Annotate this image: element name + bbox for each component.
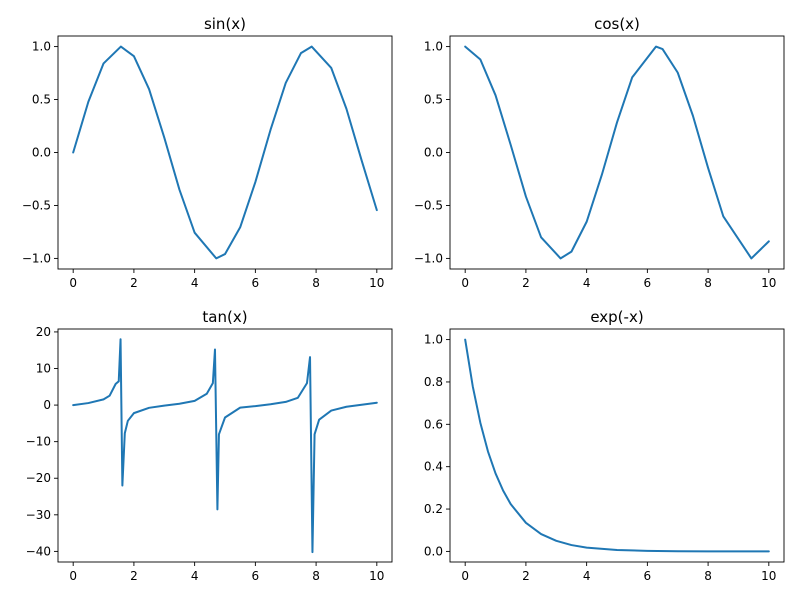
y-tick-label: 0.8 [424, 375, 443, 389]
axes-frame-cos [449, 35, 785, 270]
series-line-exp [464, 338, 770, 553]
y-tick-label: −1.0 [414, 251, 443, 265]
x-tick-label: 6 [644, 569, 652, 583]
y-tick-label: −10 [26, 435, 51, 449]
y-tick-label: 1.0 [32, 40, 51, 54]
y-tick-label: 0.5 [424, 93, 443, 107]
series-line-cos [464, 45, 770, 260]
x-tick-label: 6 [644, 276, 652, 290]
axes-frame-exp [449, 328, 785, 563]
x-tick-label: 2 [522, 276, 530, 290]
x-tick-label: 8 [704, 276, 712, 290]
chart-title-cos: cos(x) [594, 15, 640, 33]
chart-title-sin: sin(x) [204, 15, 246, 33]
x-tick-label: 0 [69, 569, 77, 583]
y-tick-label: −0.5 [22, 198, 51, 212]
y-tick-label: 0.0 [32, 146, 51, 160]
series-line-tan [72, 338, 378, 554]
axes-frame-sin [57, 35, 393, 270]
y-tick-label: −1.0 [22, 251, 51, 265]
y-tick-label: 10 [36, 362, 51, 376]
y-tick-label: 20 [36, 325, 51, 339]
x-tick-label: 2 [522, 569, 530, 583]
x-tick-label: 8 [704, 569, 712, 583]
series-line-sin [72, 45, 378, 260]
x-tick-label: 0 [461, 569, 469, 583]
y-tick-label: 0 [43, 398, 51, 412]
x-tick-label: 4 [191, 276, 199, 290]
x-tick-label: 10 [369, 569, 384, 583]
chart-title-exp: exp(-x) [590, 308, 643, 326]
x-tick-label: 4 [583, 276, 591, 290]
panel-exp: exp(-x) 0 2 4 6 8 10 0.0 0.2 0.4 0.6 0.8 1.0 [424, 308, 785, 583]
x-tick-label: 2 [130, 276, 138, 290]
y-tick-label: 0.0 [424, 544, 443, 558]
x-tick-label: 6 [252, 569, 260, 583]
panel-sin: sin(x) 0 2 4 6 8 10 −1.0 −0.5 0.0 0.5 1.0 [22, 15, 393, 290]
y-tick-label: −40 [26, 544, 51, 558]
y-tick-label: −0.5 [414, 198, 443, 212]
x-tick-label: 10 [369, 276, 384, 290]
y-tick-label: 1.0 [424, 40, 443, 54]
x-tick-label: 4 [191, 569, 199, 583]
x-tick-label: 10 [761, 276, 776, 290]
x-tick-label: 2 [130, 569, 138, 583]
y-tick-label: 0.0 [424, 146, 443, 160]
y-tick-label: 0.4 [424, 460, 443, 474]
y-tick-label: 0.5 [32, 93, 51, 107]
axes-frame-tan [57, 328, 393, 563]
y-tick-label: −30 [26, 508, 51, 522]
x-tick-label: 6 [252, 276, 260, 290]
y-tick-label: 1.0 [424, 333, 443, 347]
y-tick-label: −20 [26, 471, 51, 485]
x-tick-label: 8 [312, 276, 320, 290]
x-tick-label: 0 [69, 276, 77, 290]
x-tick-label: 4 [583, 569, 591, 583]
panel-cos: cos(x) 0 2 4 6 8 10 −1.0 −0.5 0.0 0.5 1.0 [414, 15, 785, 290]
y-tick-label: 0.6 [424, 417, 443, 431]
chart-title-tan: tan(x) [202, 308, 247, 326]
panel-tan: tan(x) 0 2 4 6 8 10 −40 −30 −20 −10 0 10 20 [26, 308, 393, 583]
x-tick-label: 0 [461, 276, 469, 290]
y-tick-label: 0.2 [424, 502, 443, 516]
x-tick-label: 8 [312, 569, 320, 583]
x-tick-label: 10 [761, 569, 776, 583]
